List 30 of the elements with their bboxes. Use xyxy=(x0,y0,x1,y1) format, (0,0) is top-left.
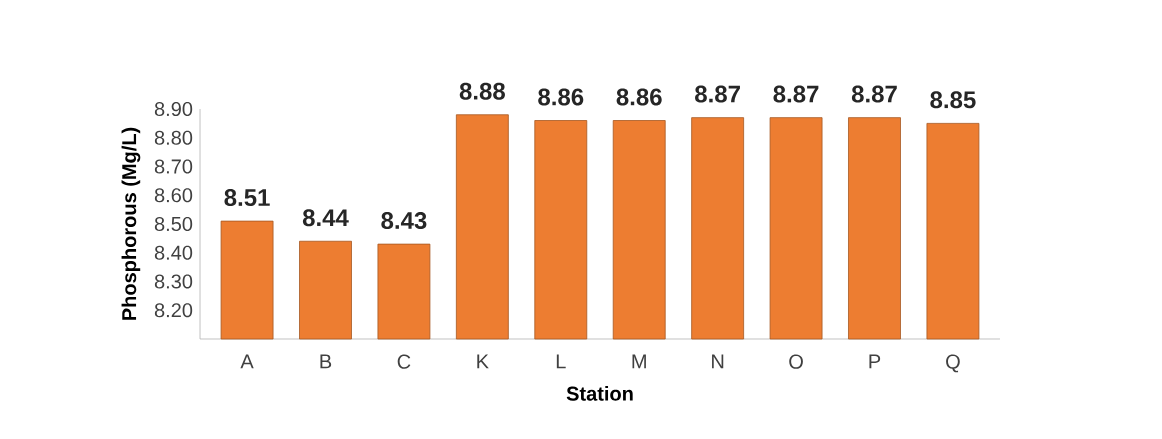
x-tick-label: Q xyxy=(946,354,960,373)
x-tick-label: O xyxy=(789,354,803,369)
y-tick-label: 8.20 xyxy=(154,303,193,318)
x-tick-label: P xyxy=(869,354,881,369)
x-tick-label: A xyxy=(240,354,254,369)
y-tick-label: 8.30 xyxy=(154,274,193,289)
x-axis-title: Station xyxy=(566,386,633,401)
y-tick-label: 8.90 xyxy=(154,101,193,117)
data-label: 8.85 xyxy=(930,91,976,109)
data-label: 8.44 xyxy=(302,209,349,227)
x-tick-label: C xyxy=(397,354,411,369)
data-label: 8.43 xyxy=(381,212,427,230)
y-tick-label: 8.40 xyxy=(154,245,193,260)
data-label: 8.87 xyxy=(851,85,897,103)
data-label: 8.87 xyxy=(773,85,819,103)
x-tick-label: B xyxy=(320,354,332,369)
x-tick-label: K xyxy=(477,354,489,369)
y-axis-title: Phosphorous (Mg/L) xyxy=(121,127,141,320)
x-tick-label: N xyxy=(712,354,724,369)
y-tick-label: 8.80 xyxy=(154,130,193,145)
data-label: 8.88 xyxy=(459,82,505,100)
data-label: 8.86 xyxy=(616,88,662,106)
y-tick-label: 8.50 xyxy=(154,216,193,232)
data-label: 8.51 xyxy=(224,189,270,207)
x-tick-label: L xyxy=(556,354,566,369)
y-tick-label: 8.60 xyxy=(154,188,193,203)
x-tick-label: M xyxy=(632,354,646,369)
data-label: 8.86 xyxy=(538,88,584,106)
data-label: 8.87 xyxy=(695,85,740,103)
y-tick-label: 8.70 xyxy=(154,159,193,174)
